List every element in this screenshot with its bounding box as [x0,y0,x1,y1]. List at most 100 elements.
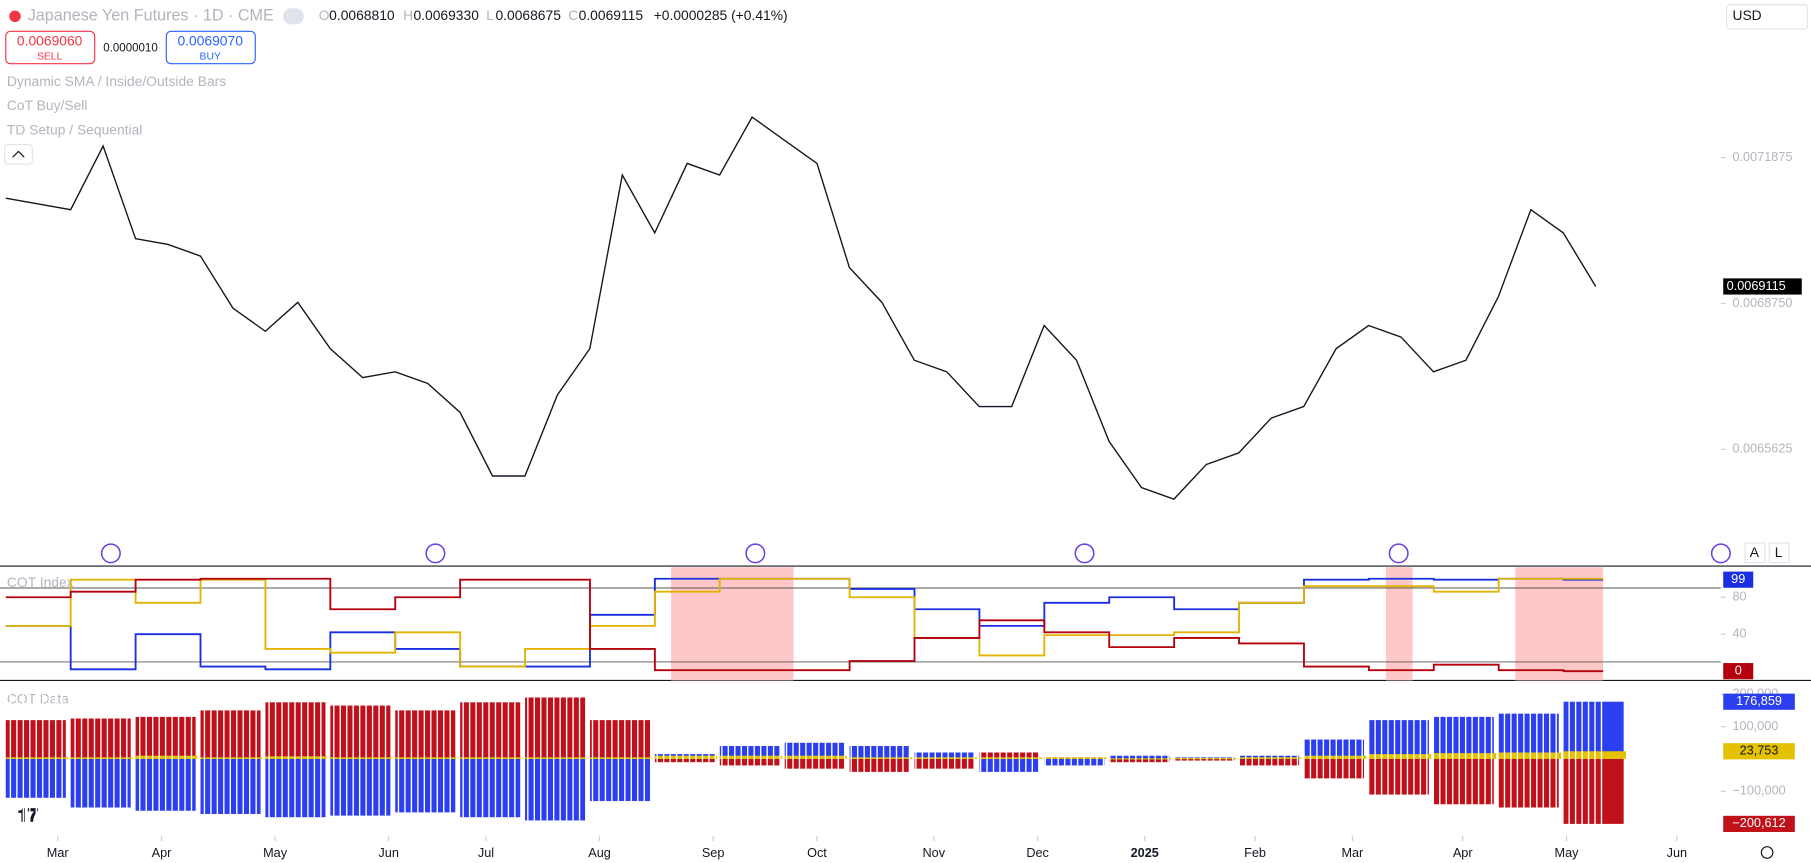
cot-bar [525,697,586,759]
c-value: 0.0069115 [579,7,644,23]
cot-bar [1563,701,1624,759]
cot-bar [654,758,715,763]
cot-bar [784,755,848,759]
currency: USD [1732,7,1761,23]
x-tick-label: Jul [478,846,494,860]
event-icons [100,543,1731,564]
cot-bar [914,758,975,769]
y-tick-label: −100,000 [1732,784,1785,798]
x-tick-label: Aug [588,846,611,860]
y-tick-label: 100,000 [1732,719,1778,733]
value-box [1723,693,1795,710]
cot-bar [330,757,393,759]
y-tick-label: 0.0068750 [1732,296,1792,310]
value-box [1723,743,1795,760]
sell-price: 0.0069060 [17,32,83,48]
pane-title: COT Index [7,574,74,590]
cot-bar [979,752,1040,759]
cot-bar [395,757,458,759]
cot-bar [1044,757,1107,759]
cot-bar [200,757,263,759]
settings-icon[interactable] [1760,846,1774,859]
cot-bar [589,720,651,759]
indicator[interactable]: CoT Buy/Sell [7,97,88,113]
x-tick-label: Feb [1244,846,1266,860]
value-label: 99 [1731,572,1745,586]
cot-index-line [5,577,1604,671]
buy-button[interactable] [165,30,256,65]
x-tick-label: Mar [47,846,70,860]
cot-bar [849,757,912,759]
x-tick-label: Jun [1667,846,1687,860]
cot-bar [1174,757,1237,760]
cot-bar [265,756,328,759]
value-label: 176,859 [1736,694,1782,708]
cot-bar [1563,758,1624,824]
cot-bar [460,757,523,759]
spread: 0.0000010 [103,43,158,55]
signal-zones [671,567,1604,681]
cot-bar [589,758,651,802]
value-label: −200,612 [1732,816,1785,830]
cot-bar [1303,755,1367,759]
indicator[interactable]: TD Setup / Sequential [7,121,142,137]
value-box [1723,815,1795,832]
cot-bar [1368,758,1429,795]
sell-label: SELL [37,51,63,62]
currency-box[interactable] [1726,4,1809,30]
o-label: O [319,7,330,23]
y-tick-label: 0.0065625 [1732,442,1792,456]
cot-bar [1498,713,1559,759]
cot-bar [1433,716,1494,759]
logo: 𝟏𝟕 [17,805,38,826]
buy-price: 0.0069070 [177,32,243,48]
collapse-legend[interactable] [4,143,33,165]
chevron [12,150,25,158]
sell-button[interactable] [5,30,96,65]
cot-bar [1044,758,1105,766]
price-line [5,116,1597,500]
log-button[interactable] [1768,542,1790,564]
x-tick-label: Apr [1453,846,1474,860]
last-price-box [1723,278,1802,295]
x-tick-label: Mar [1341,846,1364,860]
cot-bar [784,758,845,769]
cot-bar [654,755,718,759]
y-tick-label: 80 [1732,590,1746,604]
x-tick-label: Apr [152,846,173,860]
cot-bar [1109,755,1170,759]
last-price-label: 0.0069115 [1727,279,1786,293]
y-tick-label: 0.0071875 [1732,150,1792,164]
h-label: H [403,7,413,23]
indicator[interactable]: Dynamic SMA / Inside/Outside Bars [7,73,226,89]
x-tick-label: Sep [702,846,725,860]
cot-bar [1239,757,1302,759]
cot-bar [1239,755,1300,759]
auto-button[interactable] [1744,542,1766,564]
x-tick-label: Dec [1026,846,1049,860]
y-tick-label: 40 [1732,627,1746,641]
cot-bar [849,758,910,772]
value-label: 23,753 [1740,744,1779,758]
x-tick-label: Oct [807,846,827,860]
pane-title: COT Data [7,691,69,707]
cot-bar [1368,720,1429,759]
buy-label: BUY [200,51,221,62]
x-tick-label: May [1555,846,1580,860]
cot-bar [719,755,783,759]
l-label: L [486,7,494,23]
cot-bar [979,758,1040,772]
cot-bar [914,757,977,759]
c-label: C [568,7,578,23]
cot-bar [1174,758,1235,761]
cot-bar [1368,754,1432,759]
x-tick-label: Nov [923,846,946,860]
auto-label: A [1750,544,1760,560]
collapse-button[interactable] [282,8,304,25]
cot-bar [70,757,134,759]
x-tick-label: 2025 [1131,846,1159,860]
cot-bar [979,757,1042,759]
cot-bar [849,746,910,759]
